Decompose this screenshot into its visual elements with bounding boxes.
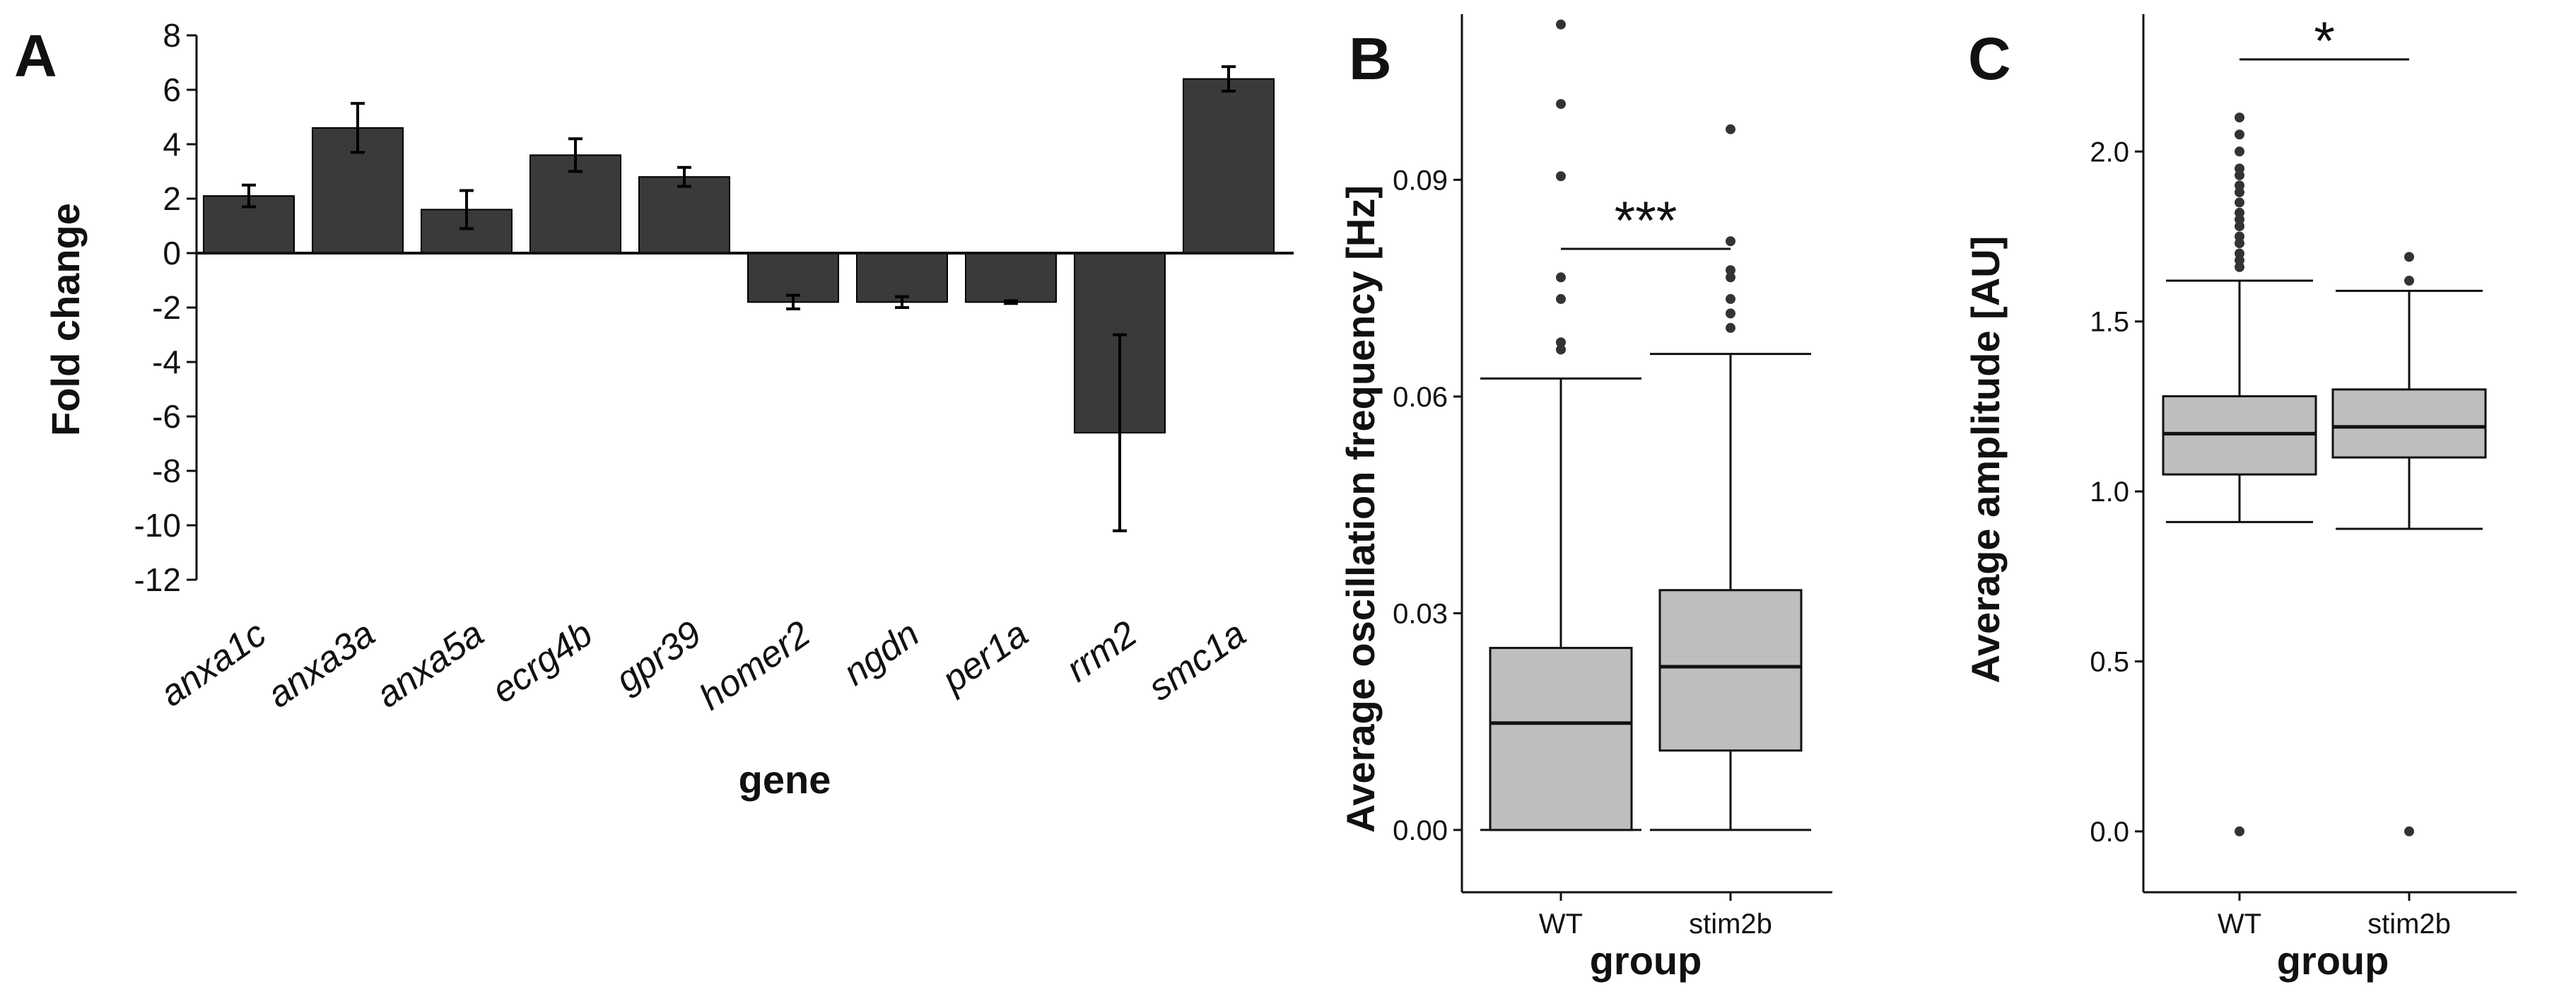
panel-b-outlier-WT [1556, 344, 1566, 355]
panel-c-outlier-WT [2235, 180, 2244, 191]
panel-c-outlier-WT [2235, 197, 2244, 208]
panel-c-y-tick-label: 1.0 [2090, 477, 2129, 508]
panel-b-y-tick-label: 0.03 [1393, 598, 1448, 629]
panel-a-category-label-ngdn: ngdn [836, 613, 927, 694]
panel-b-outlier-stim2b [1726, 272, 1735, 283]
panel-c-outlier-stim2b [2404, 275, 2414, 286]
panel-c-y-tick-label: 0.5 [2090, 647, 2129, 678]
panel-c-outlier-WT [2235, 238, 2244, 249]
panel-a-y-tick-label: -6 [152, 398, 181, 435]
panel-c-outlier-WT [2235, 112, 2244, 123]
panel-a-y-tick-label: -2 [152, 289, 181, 326]
panel-c-outlier-WT [2235, 255, 2244, 266]
panel-a-y-tick-label: 0 [163, 235, 181, 271]
panel-a-bar-per1a [965, 252, 1057, 303]
panel-c-box-stim2b [2331, 388, 2487, 459]
panel-a-category-label-anxa5a: anxa5a [369, 613, 491, 715]
panel-a-category-label-anxa1c: anxa1c [153, 613, 274, 715]
panel-c-outlier-WT [2235, 170, 2244, 180]
panel-c-y-tick-label: 0.0 [2090, 817, 2129, 848]
panel-b-outlier-stim2b [1726, 265, 1735, 276]
panel-a-label: A [14, 23, 57, 89]
panel-b-outlier-WT [1556, 293, 1566, 304]
panel-a-bar-ngdn [856, 252, 948, 303]
panel-b-outlier-stim2b [1726, 322, 1735, 333]
panel-c-outlier-WT [2235, 248, 2244, 259]
panel-b-outlier-stim2b [1726, 236, 1735, 247]
panel-c-outlier-WT [2235, 187, 2244, 197]
panel-c-y-tick-label: 1.5 [2090, 307, 2129, 338]
panel-a-category-label-ecrg4b: ecrg4b [484, 613, 600, 711]
panel-b-y-tick-label: 0.00 [1393, 815, 1448, 846]
panel-a-y-tick-label: 8 [163, 17, 181, 54]
panel-c-outlier-WT [2235, 146, 2244, 157]
panel-c-outlier-WT [2235, 214, 2244, 225]
panel-b-outlier-stim2b [1726, 124, 1735, 134]
panel-a-y-tick-label: 4 [163, 126, 181, 163]
panel-b-outlier-WT [1556, 171, 1566, 182]
panel-c-outlier-WT [2235, 163, 2244, 174]
panel-c-outlier-WT [2235, 826, 2244, 836]
panel-a-x-axis-title: gene [739, 757, 831, 802]
panel-a-category-label-per1a: per1a [934, 613, 1036, 701]
panel-b-outlier-WT [1556, 19, 1566, 30]
panel-b-outlier-WT [1556, 272, 1566, 283]
panel-a-bar-smc1a [1183, 78, 1275, 254]
panel-a-category-label-smc1a: smc1a [1141, 613, 1253, 708]
panel-a-category-label-homer2: homer2 [692, 613, 818, 718]
panel-b-x-tick-label-stim2b: stim2b [1689, 909, 1772, 940]
panel-a-category-label-anxa3a: anxa3a [260, 613, 382, 715]
panel-b-y-tick-label: 0.09 [1393, 165, 1448, 196]
panel-c-x-tick-label-stim2b: stim2b [2367, 909, 2451, 940]
panel-b-box-WT [1489, 646, 1633, 831]
panel-a-y-tick-label: -10 [134, 507, 181, 544]
panel-a-y-tick-label: -12 [134, 561, 181, 598]
panel-c-outlier-WT [2235, 262, 2244, 272]
panel-b-x-axis-title: group [1590, 938, 1702, 983]
panel-b-outlier-stim2b [1726, 308, 1735, 319]
panel-c-outlier-stim2b [2404, 826, 2414, 836]
panel-c-outlier-stim2b [2404, 252, 2414, 262]
panel-c-x-tick-label-WT: WT [2218, 909, 2261, 940]
panel-b-x-tick-label-WT: WT [1539, 909, 1583, 940]
panel-c-significance-stars: * [2314, 11, 2335, 71]
panel-c-label: C [1968, 25, 2011, 92]
panel-b-outlier-WT [1556, 337, 1566, 348]
panel-a-bar-chart: A gene Fold change 8 6 4 2 0 -2 -4 -6 -8 -10 -12 an… [14, 17, 1294, 802]
panel-a-y-tick-label: 2 [163, 180, 181, 217]
panel-a-category-label-rrm2: rrm2 [1059, 613, 1144, 690]
panel-c-box-plot: C group Average amplitude [AU] 0.0 0.5 1.0… [1963, 11, 2517, 983]
panel-c-outlier-WT [2235, 129, 2244, 140]
panel-a-y-axis-title: Fold change [43, 203, 88, 436]
panel-b-box-plot: B group Average oscillation frequency [H… [1338, 14, 1832, 983]
panel-a-y-tick-label: -4 [152, 344, 181, 380]
panel-a-y-tick-label: -8 [152, 452, 181, 489]
panel-a-bar-gpr39 [638, 176, 730, 254]
panel-c-outlier-WT [2235, 207, 2244, 218]
panel-b-y-tick-label: 0.06 [1393, 382, 1448, 413]
panel-b-outlier-WT [1556, 99, 1566, 110]
panel-c-outlier-WT [2235, 231, 2244, 242]
panel-b-box-stim2b [1658, 589, 1803, 752]
panel-c-y-tick-label: 2.0 [2090, 136, 2129, 168]
panel-b-significance-stars: *** [1615, 191, 1678, 251]
panel-a-y-tick-label: 6 [163, 71, 181, 108]
panel-b-y-axis-title: Average oscillation frequency [Hz] [1338, 185, 1383, 833]
panel-b-label: B [1349, 25, 1392, 92]
panel-c-x-axis-title: group [2277, 938, 2389, 983]
panel-c-outlier-WT [2235, 221, 2244, 232]
panel-b-outlier-stim2b [1726, 293, 1735, 304]
panel-c-y-axis-title: Average amplitude [AU] [1963, 236, 2008, 684]
